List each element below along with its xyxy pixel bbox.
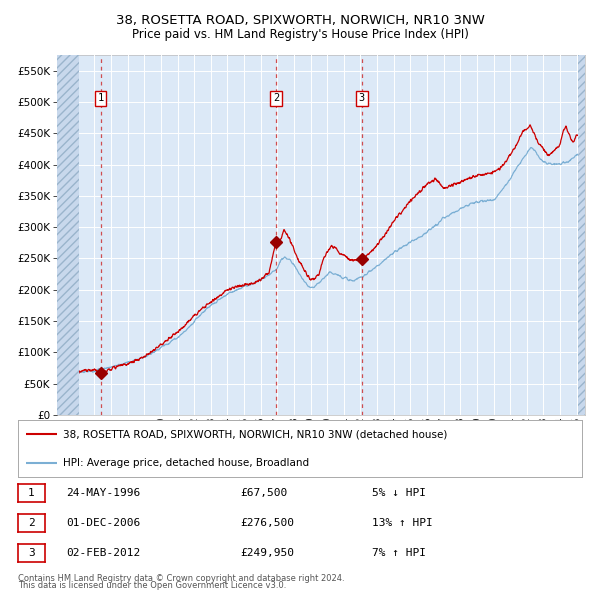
Text: 13% ↑ HPI: 13% ↑ HPI [372,518,433,528]
Text: 01-DEC-2006: 01-DEC-2006 [66,518,140,528]
Text: HPI: Average price, detached house, Broadland: HPI: Average price, detached house, Broa… [63,458,309,468]
Text: £249,950: £249,950 [240,548,294,558]
Text: 1: 1 [98,93,104,103]
Bar [57,55,79,415]
Text: 24-MAY-1996: 24-MAY-1996 [66,488,140,498]
Text: 3: 3 [28,548,35,558]
Text: Price paid vs. HM Land Registry's House Price Index (HPI): Price paid vs. HM Land Registry's House … [131,28,469,41]
Text: 38, ROSETTA ROAD, SPIXWORTH, NORWICH, NR10 3NW: 38, ROSETTA ROAD, SPIXWORTH, NORWICH, NR… [116,14,484,27]
Text: 7% ↑ HPI: 7% ↑ HPI [372,548,426,558]
Text: 3: 3 [359,93,365,103]
Text: £67,500: £67,500 [240,488,287,498]
Text: 02-FEB-2012: 02-FEB-2012 [66,548,140,558]
Text: 5% ↓ HPI: 5% ↓ HPI [372,488,426,498]
Text: £276,500: £276,500 [240,518,294,528]
Bar [578,55,585,415]
Text: This data is licensed under the Open Government Licence v3.0.: This data is licensed under the Open Gov… [18,581,286,590]
Text: 2: 2 [273,93,279,103]
Text: 2: 2 [28,518,35,528]
Text: 38, ROSETTA ROAD, SPIXWORTH, NORWICH, NR10 3NW (detached house): 38, ROSETTA ROAD, SPIXWORTH, NORWICH, NR… [63,430,448,439]
Text: Contains HM Land Registry data © Crown copyright and database right 2024.: Contains HM Land Registry data © Crown c… [18,573,344,583]
Text: 1: 1 [28,488,35,498]
